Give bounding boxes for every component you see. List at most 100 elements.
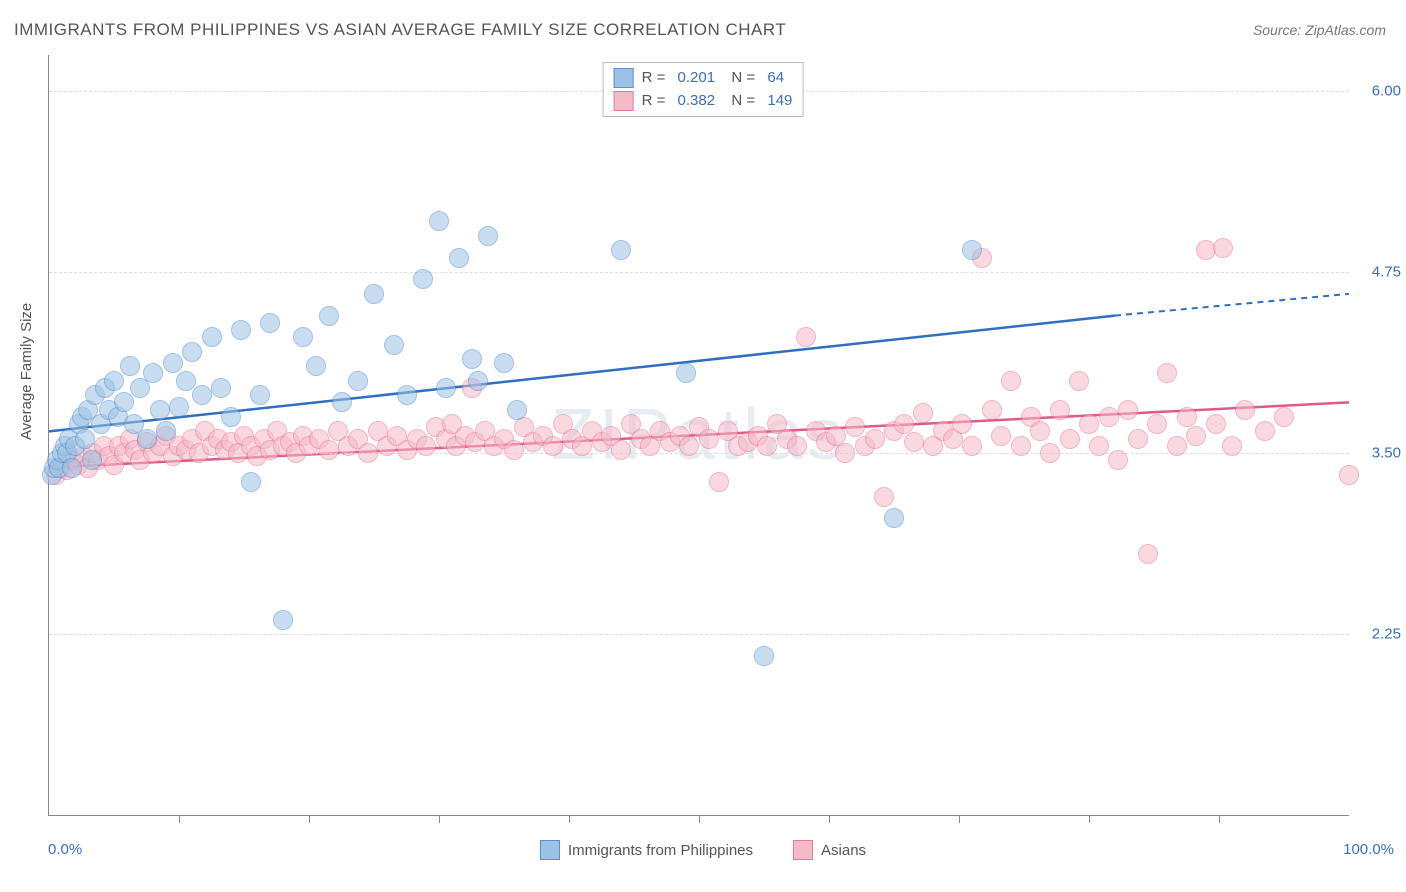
data-point-blue [192,385,212,405]
data-point-blue [221,407,241,427]
data-point-pink [874,487,894,507]
data-point-pink [611,440,631,460]
source-attribution: Source: ZipAtlas.com [1253,22,1386,38]
x-tick [1089,815,1090,823]
data-point-blue [332,392,352,412]
data-point-pink [865,429,885,449]
data-point-pink [416,436,436,456]
data-point-blue [468,371,488,391]
x-axis-min: 0.0% [48,841,82,858]
data-point-pink [1339,465,1359,485]
data-point-pink [796,327,816,347]
y-tick-label: 6.00 [1372,83,1401,100]
data-point-pink [1108,450,1128,470]
data-point-pink [1060,429,1080,449]
data-point-pink [679,436,699,456]
data-point-blue [413,269,433,289]
swatch-pink [793,840,813,860]
data-point-pink [1167,436,1187,456]
data-point-blue [114,392,134,412]
correlation-legend: R = 0.201 N = 64 R = 0.382 N = 149 [603,62,804,117]
data-point-blue [306,356,326,376]
x-tick [699,815,700,823]
data-point-pink [1040,443,1060,463]
data-point-blue [429,211,449,231]
gridline [49,634,1349,635]
data-point-pink [1147,414,1167,434]
data-point-blue [611,240,631,260]
swatch-pink [614,91,634,111]
swatch-blue [540,840,560,860]
data-point-blue [202,327,222,347]
data-point-pink [787,436,807,456]
data-point-blue [962,240,982,260]
data-point-pink [1206,414,1226,434]
data-point-pink [504,440,524,460]
data-point-blue [676,363,696,383]
data-point-blue [364,284,384,304]
n-value-pink: 149 [767,90,792,113]
data-point-pink [835,443,855,463]
data-point-blue [182,342,202,362]
data-point-pink [1079,414,1099,434]
r-value-blue: 0.201 [678,67,716,90]
data-point-pink [1138,544,1158,564]
data-point-pink [319,440,339,460]
r-label: R = [642,67,670,90]
data-point-blue [241,472,261,492]
data-point-pink [913,403,933,423]
data-point-pink [1099,407,1119,427]
legend-row-pink: R = 0.382 N = 149 [614,90,793,113]
data-point-blue [478,226,498,246]
series-legend: Immigrants from Philippines Asians [540,840,866,860]
data-point-pink [1157,363,1177,383]
data-point-blue [754,646,774,666]
data-point-pink [982,400,1002,420]
data-point-pink [1222,436,1242,456]
r-value-pink: 0.382 [678,90,716,113]
data-point-pink [1128,429,1148,449]
data-point-pink [543,436,563,456]
data-point-pink [709,472,729,492]
data-point-pink [1255,421,1275,441]
series-name-pink: Asians [821,842,866,859]
x-tick [829,815,830,823]
data-point-blue [436,378,456,398]
data-point-pink [1118,400,1138,420]
data-point-blue [397,385,417,405]
trendline-blue-dashed [1115,294,1349,316]
x-tick [179,815,180,823]
data-point-blue [75,429,95,449]
data-point-blue [348,371,368,391]
data-point-pink [1274,407,1294,427]
data-point-blue [62,458,82,478]
data-point-pink [358,443,378,463]
x-tick [569,815,570,823]
data-point-blue [273,610,293,630]
data-point-pink [1177,407,1197,427]
data-point-blue [494,353,514,373]
data-point-pink [1069,371,1089,391]
data-point-blue [143,363,163,383]
data-point-blue [120,356,140,376]
data-point-pink [1235,400,1255,420]
data-point-blue [176,371,196,391]
data-point-pink [1011,436,1031,456]
data-point-blue [384,335,404,355]
data-point-blue [169,397,189,417]
legend-row-blue: R = 0.201 N = 64 [614,67,793,90]
data-point-pink [904,432,924,452]
data-point-blue [156,421,176,441]
data-point-blue [250,385,270,405]
y-tick-label: 2.25 [1372,626,1401,643]
swatch-blue [614,68,634,88]
data-point-blue [137,429,157,449]
legend-item-pink: Asians [793,840,866,860]
chart-title: IMMIGRANTS FROM PHILIPPINES VS ASIAN AVE… [14,20,786,40]
data-point-pink [1001,371,1021,391]
r-label: R = [642,90,670,113]
y-tick-label: 4.75 [1372,264,1401,281]
data-point-pink [962,436,982,456]
data-point-blue [82,450,102,470]
data-point-blue [150,400,170,420]
